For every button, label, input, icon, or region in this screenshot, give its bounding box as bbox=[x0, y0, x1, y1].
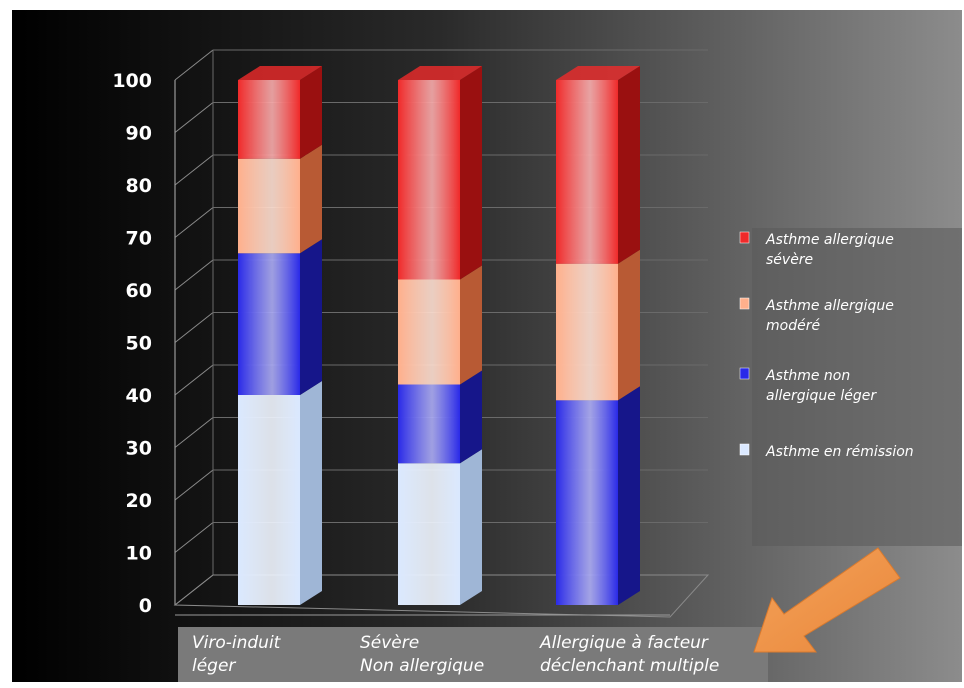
bar-segment-front bbox=[398, 463, 460, 605]
bar-stack bbox=[556, 66, 640, 605]
bar-segment-tint bbox=[556, 80, 618, 264]
y-tick-label: 30 bbox=[126, 438, 152, 460]
bar-segment-tint bbox=[238, 158, 300, 254]
grid-connector bbox=[174, 312, 214, 343]
orange-arrow-icon bbox=[753, 547, 901, 653]
grid-connector bbox=[174, 417, 214, 448]
y-tick-label: 80 bbox=[126, 175, 152, 197]
bar-segment-side bbox=[300, 381, 322, 605]
bar-segment-front bbox=[238, 80, 300, 159]
bar-segment-side bbox=[618, 249, 640, 401]
bar-segment-side bbox=[618, 386, 640, 605]
labels: 0 10 20 30 40 50 60 70 80 90 100 Viro-induit léger Sé… bbox=[112, 70, 719, 676]
x-axis-label-band bbox=[178, 627, 768, 682]
bar-segment-side bbox=[300, 239, 322, 395]
grid-connector bbox=[174, 102, 214, 133]
legend-label: Asthme allergique bbox=[765, 232, 894, 248]
legend-panel bbox=[752, 228, 962, 546]
axes bbox=[173, 50, 768, 682]
x-category-label: léger bbox=[192, 656, 236, 676]
legend-label: allergique léger bbox=[766, 388, 877, 404]
bar-segment-side bbox=[618, 66, 640, 264]
orange-arrow bbox=[753, 547, 901, 653]
bar-segment-front bbox=[556, 80, 618, 264]
legend-label: Asthme en rémission bbox=[765, 444, 914, 460]
bar-segment-side bbox=[460, 449, 482, 605]
legend-swatch bbox=[739, 231, 750, 244]
legend-label: Asthme allergique bbox=[765, 298, 894, 314]
bar-segment-tint bbox=[556, 400, 618, 605]
y-tick-label: 40 bbox=[126, 385, 152, 407]
bar-segment-front bbox=[238, 395, 300, 605]
bar-segment-side bbox=[300, 144, 322, 254]
bar-segment-side bbox=[460, 66, 482, 280]
bar-segment-tint bbox=[238, 395, 300, 605]
legend-swatch bbox=[739, 367, 750, 380]
bar-segment-front bbox=[398, 384, 460, 464]
x-category-label: déclenchant multiple bbox=[540, 656, 719, 676]
bar-segment-tint bbox=[556, 263, 618, 401]
bar-segment-front bbox=[398, 279, 460, 385]
bar-stack bbox=[238, 66, 322, 605]
grid-connector bbox=[174, 522, 214, 553]
bar-segment-side bbox=[300, 66, 322, 159]
bar-segment-tint bbox=[238, 80, 300, 159]
bar-top-face bbox=[398, 66, 482, 80]
legend-swatch bbox=[739, 297, 750, 310]
bar-top-face bbox=[238, 66, 322, 80]
y-tick-label: 20 bbox=[126, 490, 152, 512]
bar-segment-tint bbox=[238, 253, 300, 395]
legend-label: modéré bbox=[766, 318, 820, 334]
legend: Asthme allergique sévère Asthme allergique… bbox=[739, 228, 962, 546]
bar-segment-tint bbox=[398, 80, 460, 280]
grid-connector bbox=[174, 49, 214, 81]
bar-segment-side bbox=[460, 370, 482, 464]
grid-connector bbox=[174, 259, 214, 291]
bar-segment-front bbox=[398, 80, 460, 280]
bar-segment-front bbox=[238, 158, 300, 254]
grid-connector bbox=[174, 154, 214, 186]
y-tick-label: 90 bbox=[126, 123, 152, 145]
y-tick-label: 100 bbox=[112, 70, 152, 92]
y-tick-label: 50 bbox=[126, 333, 152, 355]
legend-swatch bbox=[739, 443, 750, 456]
bar-stack bbox=[398, 66, 482, 605]
grid-connector bbox=[174, 364, 214, 396]
bars bbox=[238, 66, 640, 605]
y-tick-label: 0 bbox=[139, 595, 152, 617]
bar-segment-tint bbox=[398, 279, 460, 385]
y-tick-label: 70 bbox=[126, 228, 152, 250]
legend-label: Asthme non bbox=[765, 368, 850, 384]
bar-segment-front bbox=[556, 263, 618, 401]
grid-connector bbox=[174, 469, 214, 501]
bar-segment-front bbox=[556, 400, 618, 605]
grid-connector bbox=[174, 207, 214, 238]
bar-segment-tint bbox=[398, 463, 460, 605]
bar-segment-side bbox=[460, 265, 482, 385]
x-category-label: Allergique à facteur bbox=[539, 633, 709, 653]
legend-label: sévère bbox=[766, 252, 813, 268]
x-category-label: Non allergique bbox=[360, 656, 484, 676]
y-tick-label: 60 bbox=[126, 280, 152, 302]
x-category-label: Sévère bbox=[360, 633, 419, 653]
bar-segment-tint bbox=[398, 384, 460, 464]
floor-plane bbox=[173, 574, 710, 618]
bar-top-face bbox=[556, 66, 640, 80]
y-tick-label: 10 bbox=[126, 543, 152, 565]
x-category-label: Viro-induit bbox=[192, 633, 282, 653]
bar-segment-front bbox=[238, 253, 300, 395]
